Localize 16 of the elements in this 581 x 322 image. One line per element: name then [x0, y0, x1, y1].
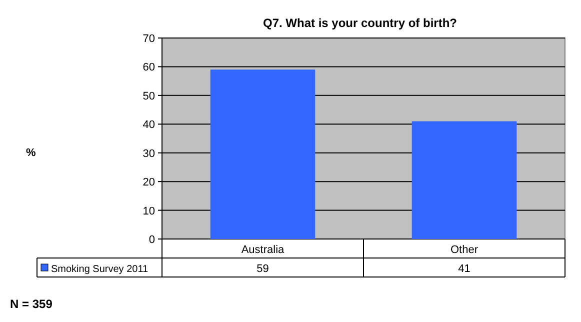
chart-title: Q7. What is your country of birth? [262, 16, 458, 30]
text: N = 359 [10, 297, 53, 311]
legend-label: Smoking Survey 2011 [51, 264, 149, 275]
text: % [26, 147, 36, 159]
y-tick-label: 10 [142, 205, 155, 218]
y-tick-label: 60 [142, 62, 155, 74]
y-tick-label: 40 [142, 119, 155, 132]
y-tick-label: 0 [148, 234, 155, 246]
x-tick-label: Other [450, 244, 478, 256]
y-tick-label: 50 [142, 90, 155, 102]
data-label: 41 [458, 263, 470, 275]
y-tick-label: 30 [142, 148, 155, 160]
y-tick-label: 20 [142, 176, 155, 189]
y-tick-label: 70 [142, 33, 155, 45]
x-tick-label: Australia [241, 244, 286, 256]
data-label: 59 [256, 263, 269, 275]
